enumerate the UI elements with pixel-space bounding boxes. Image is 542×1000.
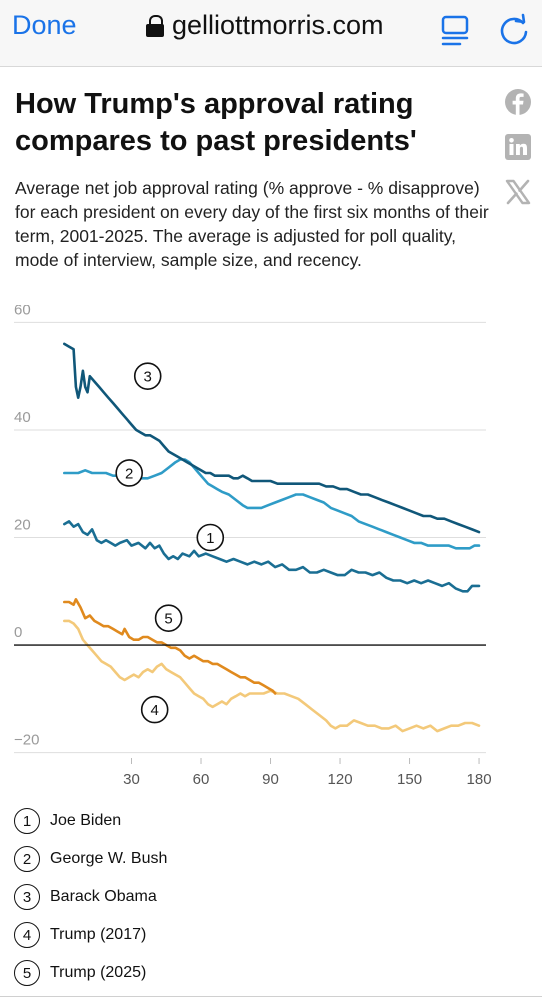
- series-label-circle: [140, 695, 169, 724]
- series-label-circle: [133, 362, 162, 390]
- legend-number-badge: 4: [14, 922, 40, 948]
- lock-icon: [146, 14, 164, 37]
- y-tick-label: 40: [14, 409, 31, 426]
- y-tick-label: −20: [14, 732, 39, 749]
- done-button[interactable]: Done: [12, 10, 77, 40]
- legend-item: 4 Trump (2017): [14, 916, 167, 954]
- legend-number-badge: 1: [14, 808, 40, 834]
- series-line: [63, 342, 481, 534]
- y-tick-label: 0: [14, 624, 22, 641]
- series-label-number: 4: [151, 702, 159, 719]
- x-tick-label: 60: [193, 771, 210, 788]
- legend-item: 1 Joe Biden: [14, 802, 167, 840]
- reload-icon[interactable]: [496, 12, 532, 48]
- series-line: [63, 598, 277, 695]
- legend-number-badge: 3: [14, 884, 40, 910]
- series-label-circle: [154, 604, 183, 632]
- y-tick-label: 60: [14, 305, 31, 318]
- series-label-number: 5: [164, 611, 172, 628]
- legend-item: 2 George W. Bush: [14, 840, 167, 878]
- legend-label: Barack Obama: [50, 888, 157, 905]
- series-line: [63, 520, 481, 593]
- article-subtitle: Average net job approval rating (% appro…: [15, 178, 489, 270]
- series-label-number: 2: [125, 465, 133, 482]
- approval-chart: 60 40 20 0 −20 30 60 90 120 150 180 1 2 3 4 5: [14, 305, 492, 788]
- series-line: [63, 619, 481, 733]
- legend-item: 3 Barack Obama: [14, 878, 167, 916]
- legend-label: Joe Biden: [50, 812, 122, 829]
- x-tick-label: 180: [467, 771, 492, 788]
- legend-label: George W. Bush: [50, 850, 168, 867]
- legend-label: Trump (2025): [50, 964, 147, 981]
- x-icon[interactable]: [504, 178, 532, 206]
- x-tick-label: 90: [262, 771, 279, 788]
- y-tick-label: 20: [14, 517, 31, 534]
- reader-icon[interactable]: [440, 14, 470, 48]
- legend-number-badge: 2: [14, 846, 40, 872]
- address-bar[interactable]: gelliottmorris.com: [146, 10, 384, 41]
- browser-toolbar: Done gelliottmorris.com: [0, 0, 542, 67]
- x-tick-label: 30: [123, 771, 140, 788]
- legend-number-badge: 5: [14, 960, 40, 986]
- series-label-number: 1: [206, 530, 214, 547]
- url-text: gelliottmorris.com: [172, 10, 384, 40]
- facebook-icon[interactable]: [504, 88, 532, 116]
- x-tick-label: 120: [328, 771, 353, 788]
- legend-label: Trump (2017): [50, 926, 147, 943]
- series-label-number: 3: [144, 369, 152, 386]
- legend-item: 5 Trump (2025): [14, 954, 167, 992]
- linkedin-icon[interactable]: [504, 133, 532, 161]
- series-label-circle: [115, 459, 143, 487]
- series-label-circle: [196, 523, 225, 552]
- article-title: How Trump's approval rating compares to …: [15, 88, 417, 157]
- bottom-divider: [0, 996, 542, 997]
- x-tick-label: 150: [397, 771, 422, 788]
- chart-legend: 1 Joe Biden 2 George W. Bush 3 Barack Obama 4 T…: [14, 802, 167, 992]
